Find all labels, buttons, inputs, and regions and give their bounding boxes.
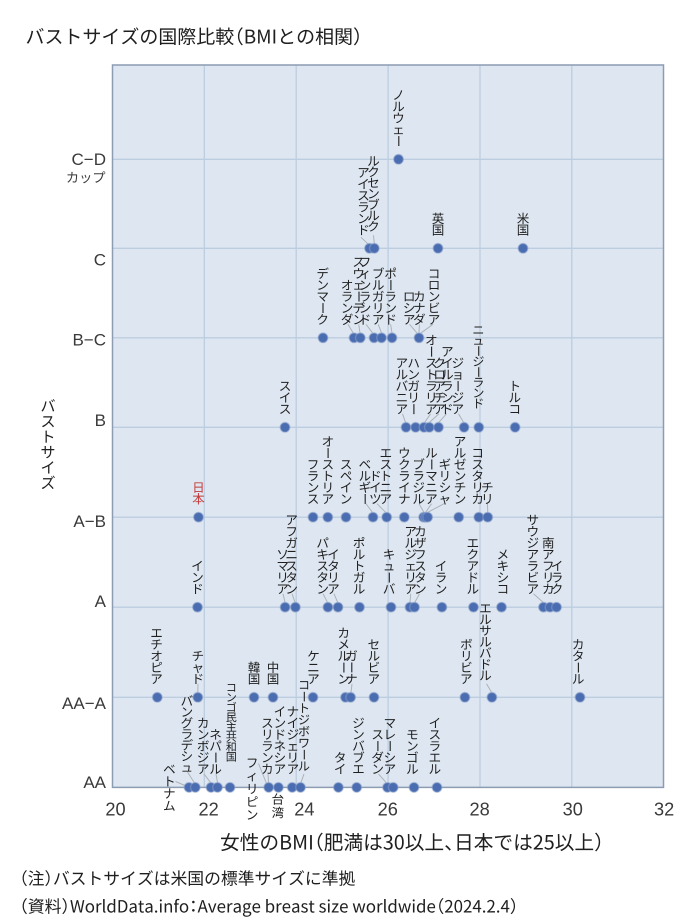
svg-text:30: 30 [563, 800, 583, 820]
svg-text:AA−A: AA−A [62, 694, 107, 713]
svg-text:24: 24 [294, 800, 314, 820]
svg-text:A−B: A−B [73, 512, 106, 531]
svg-text:28: 28 [469, 800, 489, 820]
svg-text:B−C: B−C [72, 331, 106, 350]
svg-text:C: C [94, 251, 106, 270]
svg-text:A: A [95, 592, 107, 611]
svg-text:AA: AA [83, 773, 106, 792]
svg-text:20: 20 [105, 800, 125, 820]
svg-text:22: 22 [198, 800, 218, 820]
svg-text:26: 26 [378, 800, 398, 820]
svg-text:B: B [95, 411, 106, 430]
svg-text:C−D: C−D [72, 150, 106, 169]
svg-text:32: 32 [654, 800, 674, 820]
